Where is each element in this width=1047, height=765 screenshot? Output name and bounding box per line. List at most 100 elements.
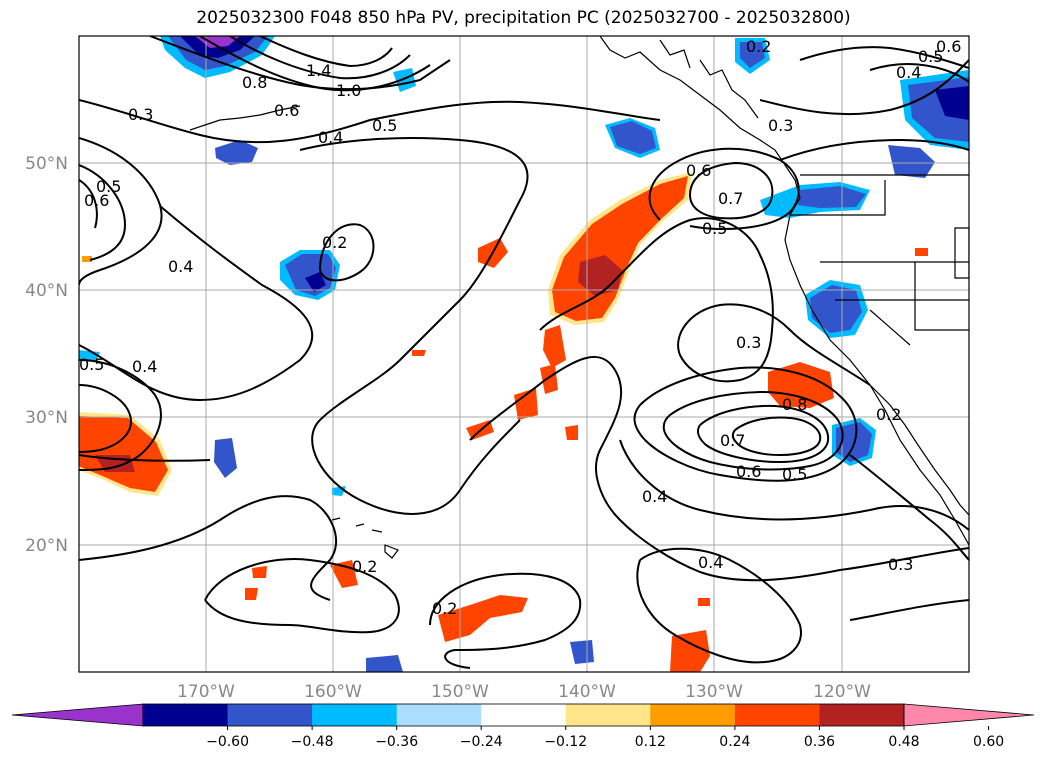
- contour-label: 0.6: [936, 37, 961, 56]
- neg-region: [888, 145, 935, 178]
- lon-label: 120°W: [813, 682, 871, 702]
- pos-region: [514, 388, 538, 420]
- neg-region: [366, 655, 403, 672]
- neg-region: [305, 272, 326, 292]
- colorbar-extend-low: [11, 703, 144, 727]
- positive-precip-regions: [79, 172, 928, 672]
- lat-axis: 50°N 40°N 30°N 20°N: [25, 154, 68, 556]
- pos-region: [79, 416, 168, 492]
- contour-line: [689, 161, 774, 220]
- pos-region: [82, 256, 92, 262]
- lon-label: 150°W: [431, 682, 489, 702]
- contour-label: 1.0: [336, 81, 361, 100]
- pos-region: [698, 598, 710, 606]
- contour-label: 0.6: [274, 101, 299, 120]
- contour-line: [759, 59, 969, 116]
- contour-label: 0.4: [318, 128, 343, 147]
- contour-label: 0.6: [686, 161, 711, 180]
- colorbar-tick-label: −0.48: [291, 734, 334, 750]
- contour-line: [633, 366, 858, 482]
- neg-region: [810, 285, 862, 333]
- lon-label: 170°W: [177, 682, 235, 702]
- contour-label: 1.4: [306, 61, 331, 80]
- contour-line: [799, 46, 969, 69]
- contour-line: [539, 217, 871, 386]
- pos-region: [915, 248, 928, 256]
- map-area: 0.3 0.8 0.6 1.4 1.0 0.4 0.5 0.5 0.6 0.2 …: [79, 36, 969, 672]
- pos-region: [565, 425, 578, 440]
- contour-label: 0.5: [79, 355, 104, 374]
- pos-region: [670, 630, 710, 672]
- alaska-islands: [659, 39, 759, 119]
- colorbar: −0.60 −0.48 −0.36 −0.24 −0.12 0.12 0.24 0.36 0.4…: [11, 703, 1035, 750]
- contour-label: 0.3: [768, 116, 793, 135]
- contour-label: 0.3: [888, 555, 913, 574]
- contour-line: [79, 137, 163, 286]
- contour-label: 0.4: [896, 63, 921, 82]
- contour-line: [731, 416, 822, 457]
- colorbar-segment: [312, 704, 398, 726]
- lat-label: 20°N: [25, 536, 68, 556]
- contour-label: 0.8: [782, 395, 807, 414]
- contour-line: [79, 495, 337, 601]
- contour-label: 0.5: [918, 47, 943, 66]
- contour-label: 0.4: [642, 487, 667, 506]
- contour-label: 0.8: [242, 73, 267, 92]
- chart-title: 2025032300 F048 850 hPa PV, precipitatio…: [196, 8, 851, 28]
- colorbar-border: [142, 703, 905, 727]
- contour-line: [149, 36, 451, 91]
- contour-label: 0.5: [372, 116, 397, 135]
- contour-line: [849, 454, 969, 561]
- contour-line: [319, 223, 375, 282]
- coastlines: [189, 36, 969, 559]
- neg-region: [215, 140, 258, 165]
- lon-label: 160°W: [304, 682, 362, 702]
- colorbar-segment: [481, 704, 567, 726]
- contour-line: [869, 63, 969, 83]
- contour-label: 0.2: [432, 599, 457, 618]
- contour-labels: 0.3 0.8 0.6 1.4 1.0 0.4 0.5 0.5 0.6 0.2 …: [79, 37, 961, 618]
- negative-precip-regions: [79, 36, 969, 672]
- contour-line: [204, 558, 400, 634]
- contour-line: [779, 138, 969, 161]
- lat-label: 50°N: [25, 154, 68, 174]
- neg-region: [798, 186, 866, 208]
- colorbar-segment: [734, 704, 820, 726]
- aleutian-islands: [189, 105, 301, 131]
- pos-region: [252, 566, 267, 578]
- contour-line: [469, 355, 969, 582]
- colorbar-tick-label: −0.60: [206, 734, 249, 750]
- neg-region: [570, 640, 594, 664]
- contour-line: [648, 147, 800, 230]
- contour-line: [79, 179, 98, 229]
- contour-line: [299, 137, 529, 515]
- contour-line: [636, 547, 802, 664]
- contour-label: 0.7: [718, 189, 743, 208]
- lon-label: 140°W: [558, 682, 616, 702]
- contour-label: 0.4: [132, 357, 157, 376]
- pos-region: [412, 350, 426, 356]
- colorbar-tick-label: 0.36: [804, 734, 835, 750]
- contour-line: [79, 99, 661, 144]
- contour-label: 0.7: [720, 431, 745, 450]
- neg-region: [214, 438, 237, 478]
- colorbar-tick-label: 0.60: [973, 734, 1004, 750]
- colorbar-tick-label: −0.12: [544, 734, 587, 750]
- colorbar-tick-label: −0.36: [375, 734, 418, 750]
- colorbar-tick-label: 0.24: [719, 734, 750, 750]
- colorbar-tick-label: 0.12: [635, 734, 666, 750]
- colorbar-tick-label: −0.24: [460, 734, 503, 750]
- pos-region: [578, 255, 622, 296]
- neg-region: [740, 42, 765, 68]
- state-borders: [790, 180, 969, 346]
- contour-line: [199, 36, 431, 92]
- colorbar-segment: [650, 704, 736, 726]
- colorbar-segment: [227, 704, 313, 726]
- pos-region: [768, 362, 834, 408]
- colorbar-tick-label: 0.48: [888, 734, 919, 750]
- pos-region: [543, 325, 566, 368]
- neg-region: [935, 86, 969, 120]
- contour-line: [259, 36, 393, 68]
- contour-line: [79, 359, 162, 471]
- lon-label: 130°W: [685, 682, 743, 702]
